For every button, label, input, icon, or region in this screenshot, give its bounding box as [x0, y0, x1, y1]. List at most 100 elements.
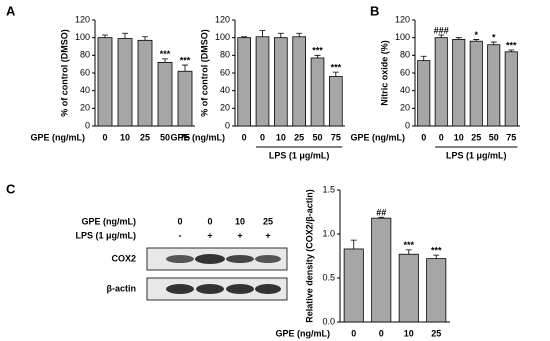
annotation: *** — [180, 55, 191, 65]
error-bar — [473, 39, 480, 42]
annotation: * — [492, 32, 496, 42]
blot-row-label: GPE (ng/mL) — [82, 216, 137, 226]
x-tick-label: 75 — [506, 132, 516, 142]
bar — [292, 36, 306, 127]
bar — [504, 51, 518, 127]
blot-cell: + — [237, 230, 242, 240]
x-tick-label: 10 — [276, 132, 286, 142]
bar — [117, 38, 133, 127]
error-bar — [314, 54, 321, 58]
error-bar — [433, 254, 440, 259]
annotation: *** — [160, 49, 171, 59]
bar — [97, 37, 113, 127]
bar — [398, 253, 419, 323]
x-tick-label: 0 — [379, 328, 384, 338]
bar — [137, 39, 153, 127]
y-tick-label: 0 — [225, 120, 230, 130]
band — [226, 255, 254, 263]
error-bar — [405, 249, 412, 255]
error-bar — [455, 37, 462, 40]
y-tick-label: 80 — [80, 50, 90, 60]
y-tick-label: 0 — [405, 120, 410, 130]
band — [166, 255, 194, 263]
x-tick-label: 75 — [180, 132, 190, 142]
x-tick-label: 0 — [439, 132, 444, 142]
annotation: *** — [331, 62, 342, 72]
y-tick-label: 60 — [220, 67, 230, 77]
error-bar — [162, 58, 168, 63]
x-tick-label: 25 — [471, 132, 481, 142]
annotation: *** — [312, 46, 323, 56]
x-tick-label: 50 — [312, 132, 322, 142]
panel-letter: C — [6, 181, 16, 196]
error-bar — [182, 64, 188, 72]
x-tick-label: 0 — [351, 328, 356, 338]
band — [196, 284, 224, 294]
error-bar — [241, 36, 248, 38]
x-tick-label: 0 — [260, 132, 265, 142]
blot-cell: 0 — [207, 216, 212, 226]
blot-cell: 10 — [235, 216, 245, 226]
blot-cell: + — [265, 230, 270, 240]
y-tick-label: 40 — [80, 85, 90, 95]
x-tick-label: 25 — [431, 328, 441, 338]
panel-letter: B — [370, 3, 379, 18]
blot-cell: + — [207, 230, 212, 240]
error-bar — [438, 34, 445, 38]
x-tick-label: 50 — [489, 132, 499, 142]
y-axis-label: % of control (DMSO) — [59, 29, 69, 117]
y-tick-label: 120 — [75, 14, 90, 24]
bar — [371, 217, 392, 323]
error-bar — [277, 32, 284, 38]
x-tick-label: 0 — [421, 132, 426, 142]
error-bar — [259, 30, 266, 37]
bar — [255, 36, 270, 127]
y-tick-label: 0.5 — [322, 272, 335, 282]
bar — [237, 37, 251, 127]
error-bar — [332, 71, 339, 77]
bar — [434, 37, 448, 127]
y-axis-label: Nitric oxide (%) — [379, 40, 389, 106]
bar — [274, 37, 288, 127]
panel-letter: A — [6, 3, 16, 18]
x-tick-label: 25 — [294, 132, 304, 142]
y-tick-label: 120 — [215, 14, 230, 24]
band — [255, 284, 281, 294]
y-axis-label: Relative density (COX2/β-actin) — [304, 189, 314, 323]
error-bar — [490, 41, 497, 45]
y-tick-label: 20 — [220, 103, 230, 113]
error-bar — [508, 49, 515, 52]
x-tick-label: 0 — [242, 132, 247, 142]
bar — [329, 76, 343, 127]
group-label: LPS (1 μg/mL) — [269, 150, 330, 160]
y-tick-label: 0.0 — [322, 316, 335, 326]
x-tick-label: 50 — [160, 132, 170, 142]
annotation: *** — [506, 40, 517, 50]
bar — [177, 70, 193, 127]
y-tick-label: 0 — [85, 120, 90, 130]
annotation: * — [474, 30, 478, 40]
x-axis-label: GPE (ng/mL) — [171, 132, 226, 142]
bar — [487, 44, 501, 127]
blot — [146, 247, 288, 301]
group-label: LPS (1 μg/mL) — [446, 150, 507, 160]
band — [255, 255, 281, 263]
band — [166, 284, 194, 294]
error-bar — [378, 216, 385, 219]
bar — [426, 258, 447, 323]
x-axis-label: GPE (ng/mL) — [351, 132, 406, 142]
annotation: ## — [376, 208, 386, 218]
y-tick-label: 100 — [215, 32, 230, 42]
x-tick-label: 25 — [140, 132, 150, 142]
annotation: *** — [431, 245, 442, 255]
error-bar — [102, 34, 108, 38]
y-tick-label: 60 — [80, 67, 90, 77]
blot-cell: - — [179, 230, 182, 240]
x-axis-label: GPE (ng/mL) — [276, 328, 331, 338]
blot-row-label: LPS (1 μg/mL) — [75, 230, 136, 240]
bar — [343, 248, 364, 323]
error-bar — [296, 32, 303, 37]
y-tick-label: 40 — [220, 85, 230, 95]
blot-cell: 25 — [263, 216, 273, 226]
